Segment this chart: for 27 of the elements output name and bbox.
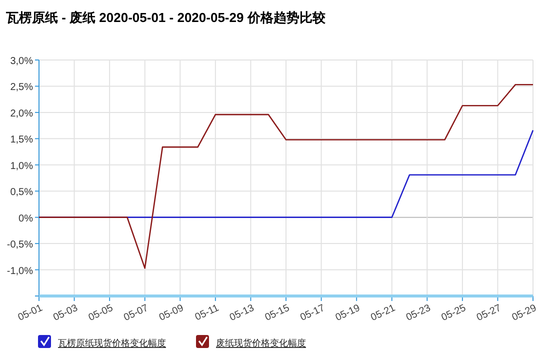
x-tick-label: 05-11	[194, 302, 222, 324]
y-tick-label: 1,0%	[10, 160, 34, 172]
y-tick-label: -1,0%	[6, 266, 34, 277]
x-tick-label: 05-23	[404, 302, 433, 324]
x-tick-label: 05-29	[510, 302, 539, 324]
x-tick-label: 05-03	[52, 302, 80, 324]
x-tick-label: 05-15	[263, 302, 292, 324]
x-tick-label: 05-27	[475, 302, 504, 324]
x-tick-label: 05-21	[369, 302, 398, 324]
y-tick-label: -0,5%	[6, 240, 34, 251]
y-tick-label: 0%	[18, 213, 34, 224]
x-tick-label: 05-01	[16, 302, 45, 324]
x-tick-label: 05-19	[334, 302, 362, 324]
x-tick-label: 05-17	[298, 302, 327, 324]
x-tick-label: 05-13	[228, 302, 256, 324]
y-tick-label: 1,5%	[10, 134, 34, 146]
y-tick-label: 0,5%	[10, 187, 34, 198]
x-tick-label: 05-07	[122, 302, 151, 324]
legend-label: 废纸现货价格变化幅度	[216, 338, 306, 348]
legend-label: 瓦楞原纸现货价格变化幅度	[58, 338, 166, 348]
x-tick-label: 05-05	[87, 302, 116, 324]
chart-title: 瓦楞原纸 - 废纸 2020-05-01 - 2020-05-29 价格趋势比较	[5, 10, 326, 25]
y-tick-label: 3,0%	[10, 56, 34, 67]
x-tick-label: 05-25	[440, 302, 468, 324]
y-tick-label: 2,5%	[10, 82, 34, 94]
y-tick-label: 2,0%	[10, 108, 34, 120]
x-tick-label: 05-09	[158, 302, 186, 324]
